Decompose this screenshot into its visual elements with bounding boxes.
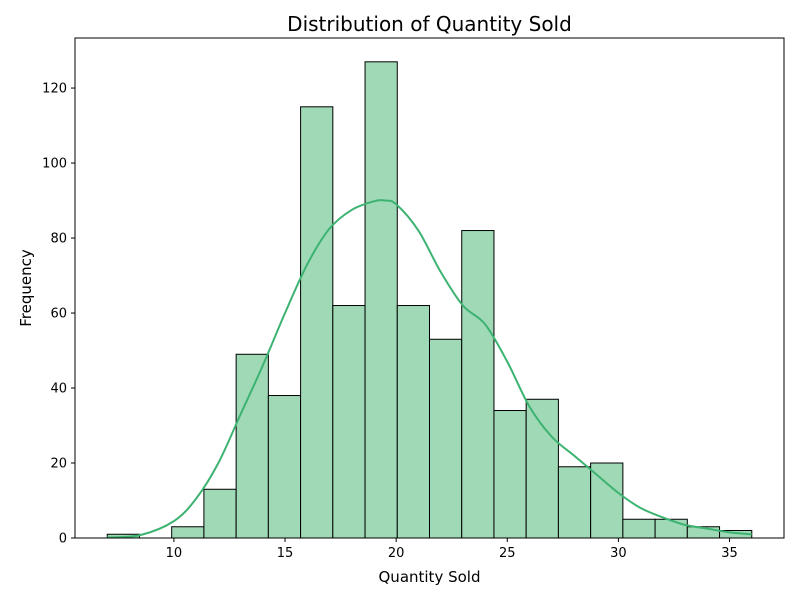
x-axis-ticks: 10 15 20 25 30 35 bbox=[166, 538, 738, 561]
histogram-bar bbox=[654, 518, 688, 539]
histogram-bar bbox=[525, 398, 559, 539]
histogram-bar bbox=[332, 305, 366, 539]
histogram-bar bbox=[590, 462, 624, 539]
histogram-bar bbox=[171, 526, 205, 539]
histogram-bar bbox=[461, 230, 495, 539]
y-tick-label: 60 bbox=[50, 307, 67, 322]
y-tick-label: 80 bbox=[50, 232, 67, 247]
x-tick-label: 30 bbox=[610, 546, 627, 561]
y-axis-ticks: 0 20 40 60 80 100 120 bbox=[42, 82, 75, 547]
histogram-bars bbox=[106, 61, 753, 539]
histogram-bar bbox=[622, 518, 656, 539]
histogram-bar bbox=[300, 106, 334, 539]
plot-frame bbox=[74, 37, 785, 539]
y-axis-label: Frequency bbox=[17, 249, 35, 327]
x-tick-label: 15 bbox=[277, 546, 294, 561]
x-tick-label: 25 bbox=[499, 546, 516, 561]
histogram-bar bbox=[429, 338, 463, 539]
x-tick-label: 20 bbox=[388, 546, 405, 561]
y-tick-label: 20 bbox=[50, 457, 67, 472]
y-tick-label: 120 bbox=[42, 82, 67, 97]
x-tick-label: 10 bbox=[166, 546, 183, 561]
y-tick-label: 40 bbox=[50, 382, 67, 397]
histogram-bar bbox=[203, 488, 237, 539]
histogram-bar bbox=[364, 61, 398, 539]
histogram-bar bbox=[235, 353, 269, 539]
y-tick-label: 100 bbox=[42, 157, 67, 172]
histogram-bar bbox=[557, 466, 592, 539]
histogram-bar bbox=[493, 410, 527, 539]
y-tick-label: 0 bbox=[59, 532, 67, 547]
chart-title: Distribution of Quantity Sold bbox=[287, 12, 572, 36]
x-tick-label: 35 bbox=[721, 546, 738, 561]
kde-curve bbox=[107, 199, 752, 539]
x-axis-label: Quantity Sold bbox=[379, 568, 481, 586]
histogram-bar bbox=[267, 395, 302, 539]
histogram-bar bbox=[396, 305, 430, 539]
